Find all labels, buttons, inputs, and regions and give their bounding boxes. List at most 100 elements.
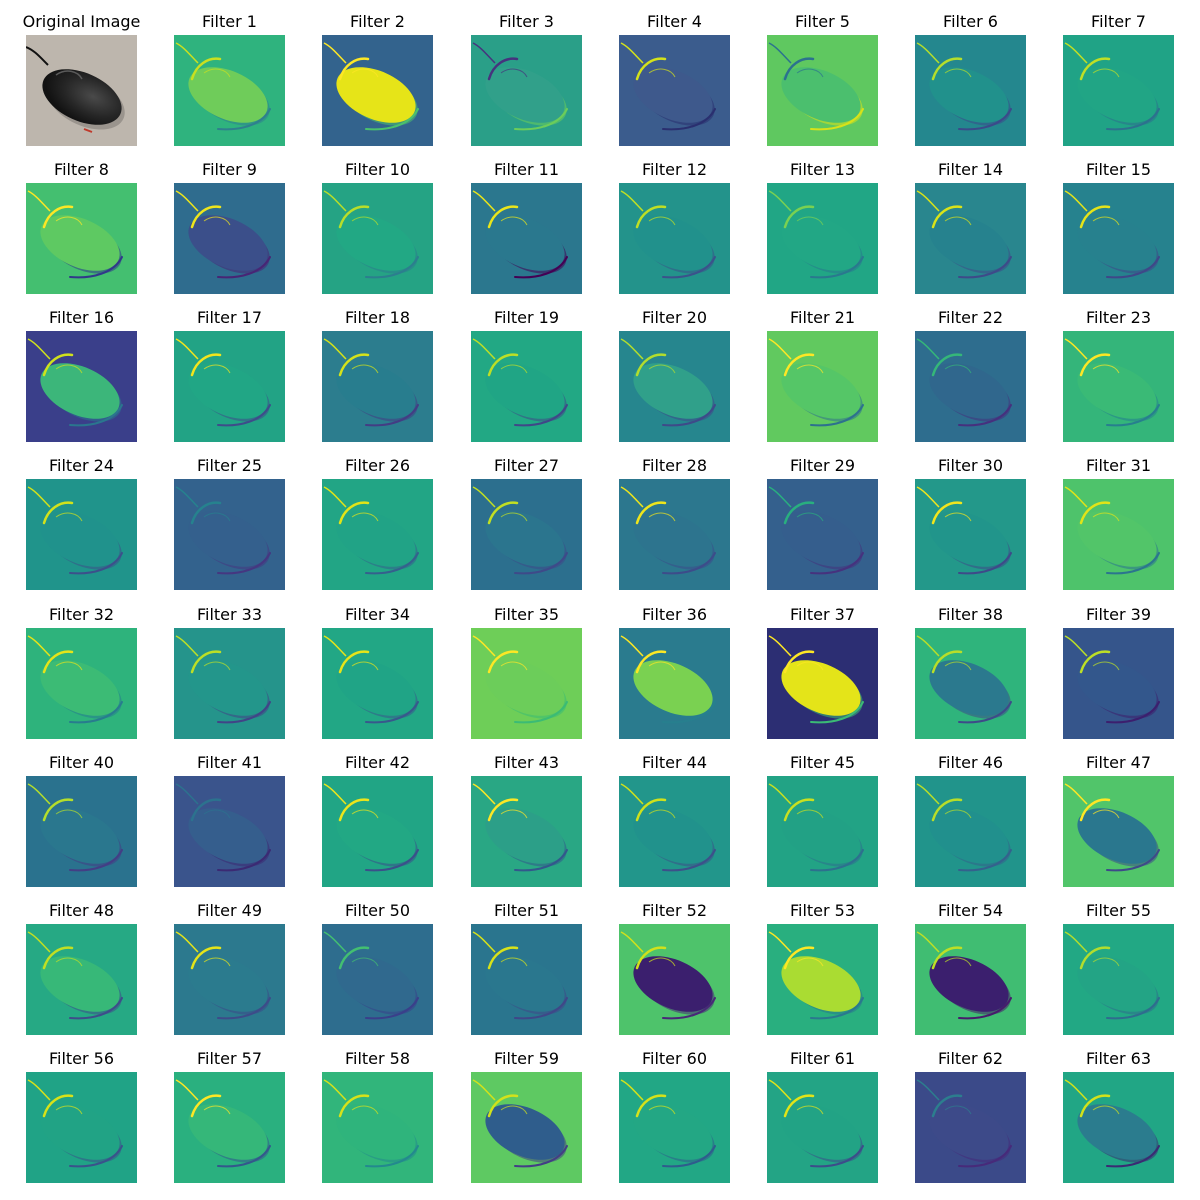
activation-edge-top: [931, 205, 963, 229]
activation-button-seam: [351, 1105, 379, 1115]
filter-panel: Filter 51: [471, 901, 582, 1035]
activation-cable: [323, 635, 347, 657]
activation-edge-bottom: [1106, 552, 1160, 575]
activation-button-seam: [500, 1105, 528, 1115]
activation-button-seam: [351, 957, 379, 967]
filter-panel: Filter 49: [174, 901, 285, 1035]
activation-edge-top: [190, 1094, 222, 1118]
activation-button-seam: [796, 216, 824, 226]
panel-title: Filter 51: [493, 901, 560, 920]
activation-button-seam: [55, 364, 83, 374]
activation-edge-top: [338, 205, 370, 229]
filter-panel: Filter 59: [471, 1049, 582, 1183]
filter-panel: Filter 55: [1063, 901, 1174, 1035]
panel-title: Filter 17: [196, 308, 263, 327]
feature-map: [619, 924, 730, 1035]
activation-edge-top: [931, 946, 963, 970]
activation-edge-top: [190, 57, 222, 81]
activation-button-seam: [1092, 68, 1120, 78]
feature-map: [619, 479, 730, 590]
activation-edge-bottom: [1106, 997, 1160, 1020]
feature-map: [915, 479, 1026, 590]
feature-map: [915, 924, 1026, 1035]
activation-edge-bottom: [810, 256, 864, 279]
panel-title: Filter 32: [48, 605, 115, 624]
activation-body: [781, 1104, 861, 1160]
activation-button-seam: [1092, 957, 1120, 967]
activation-body: [336, 1104, 416, 1160]
feature-map: [471, 331, 582, 442]
activation-cable: [768, 635, 792, 657]
panel-title: Filter 21: [789, 308, 856, 327]
activation-button-seam: [944, 809, 972, 819]
activation-edge-top: [783, 205, 815, 229]
filter-panel: Filter 45: [767, 753, 878, 887]
activation-cable: [768, 486, 792, 508]
feature-map: [322, 924, 433, 1035]
filter-panel: Filter 26: [322, 456, 433, 590]
filter-panel: Filter 6: [915, 12, 1026, 146]
activation-edge-top: [931, 650, 963, 674]
feature-map: [174, 479, 285, 590]
activation-edge-bottom: [69, 256, 123, 279]
panel-title: Filter 3: [499, 12, 554, 31]
filter-panel: Filter 61: [767, 1049, 878, 1183]
activation-edge-top: [1079, 353, 1111, 377]
panel-title: Filter 16: [48, 308, 115, 327]
activation-button-seam: [203, 957, 231, 967]
feature-map: [471, 35, 582, 146]
feature-map: [322, 331, 433, 442]
activation-edge-bottom: [958, 849, 1012, 872]
filter-panel: Filter 37: [767, 605, 878, 739]
panel-title: Filter 7: [1091, 12, 1146, 31]
activation-edge-top: [783, 1094, 815, 1118]
panel-title: Filter 4: [647, 12, 702, 31]
activation-body: [781, 511, 861, 567]
activation-body: [336, 67, 416, 123]
filter-panel: Filter 47: [1063, 753, 1174, 887]
activation-edge-top: [42, 1094, 74, 1118]
panel-title: Filter 63: [1085, 1049, 1152, 1068]
feature-map: [915, 776, 1026, 887]
feature-map: [26, 776, 137, 887]
filter-panel: Filter 42: [322, 753, 433, 887]
activation-button-seam: [351, 364, 379, 374]
activation-edge-bottom: [217, 701, 271, 724]
activation-edge-top: [635, 798, 667, 822]
activation-edge-top: [783, 650, 815, 674]
panel-title: Filter 46: [937, 753, 1004, 772]
activation-body: [485, 215, 565, 271]
activation-button-seam: [648, 957, 676, 967]
activation-cable: [472, 42, 496, 64]
activation-body: [485, 1104, 565, 1160]
filter-panel: Filter 31: [1063, 456, 1174, 590]
feature-map: [322, 628, 433, 739]
activation-edge-bottom: [217, 552, 271, 575]
activation-button-seam: [55, 216, 83, 226]
feature-map: [915, 183, 1026, 294]
panel-title: Filter 50: [344, 901, 411, 920]
activation-body: [929, 1104, 1009, 1160]
panel-title: Filter 1: [202, 12, 257, 31]
activation-body: [40, 363, 120, 419]
activation-edge-bottom: [514, 701, 568, 724]
activation-cable: [1064, 635, 1088, 657]
activation-cable: [323, 486, 347, 508]
activation-body: [929, 67, 1009, 123]
feature-map: [322, 35, 433, 146]
activation-body: [485, 363, 565, 419]
original-photo: [26, 35, 137, 146]
activation-cable: [1064, 42, 1088, 64]
panel-title: Filter 29: [789, 456, 856, 475]
activation-cable: [768, 42, 792, 64]
feature-map: [26, 1072, 137, 1183]
panel-title: Filter 54: [937, 901, 1004, 920]
filter-panel: Filter 35: [471, 605, 582, 739]
activation-cable: [1064, 931, 1088, 953]
activation-body: [1077, 67, 1157, 123]
panel-title: Filter 20: [641, 308, 708, 327]
activation-cable: [323, 42, 347, 64]
feature-map: [471, 183, 582, 294]
activation-body: [929, 511, 1009, 567]
activation-cable: [175, 931, 199, 953]
